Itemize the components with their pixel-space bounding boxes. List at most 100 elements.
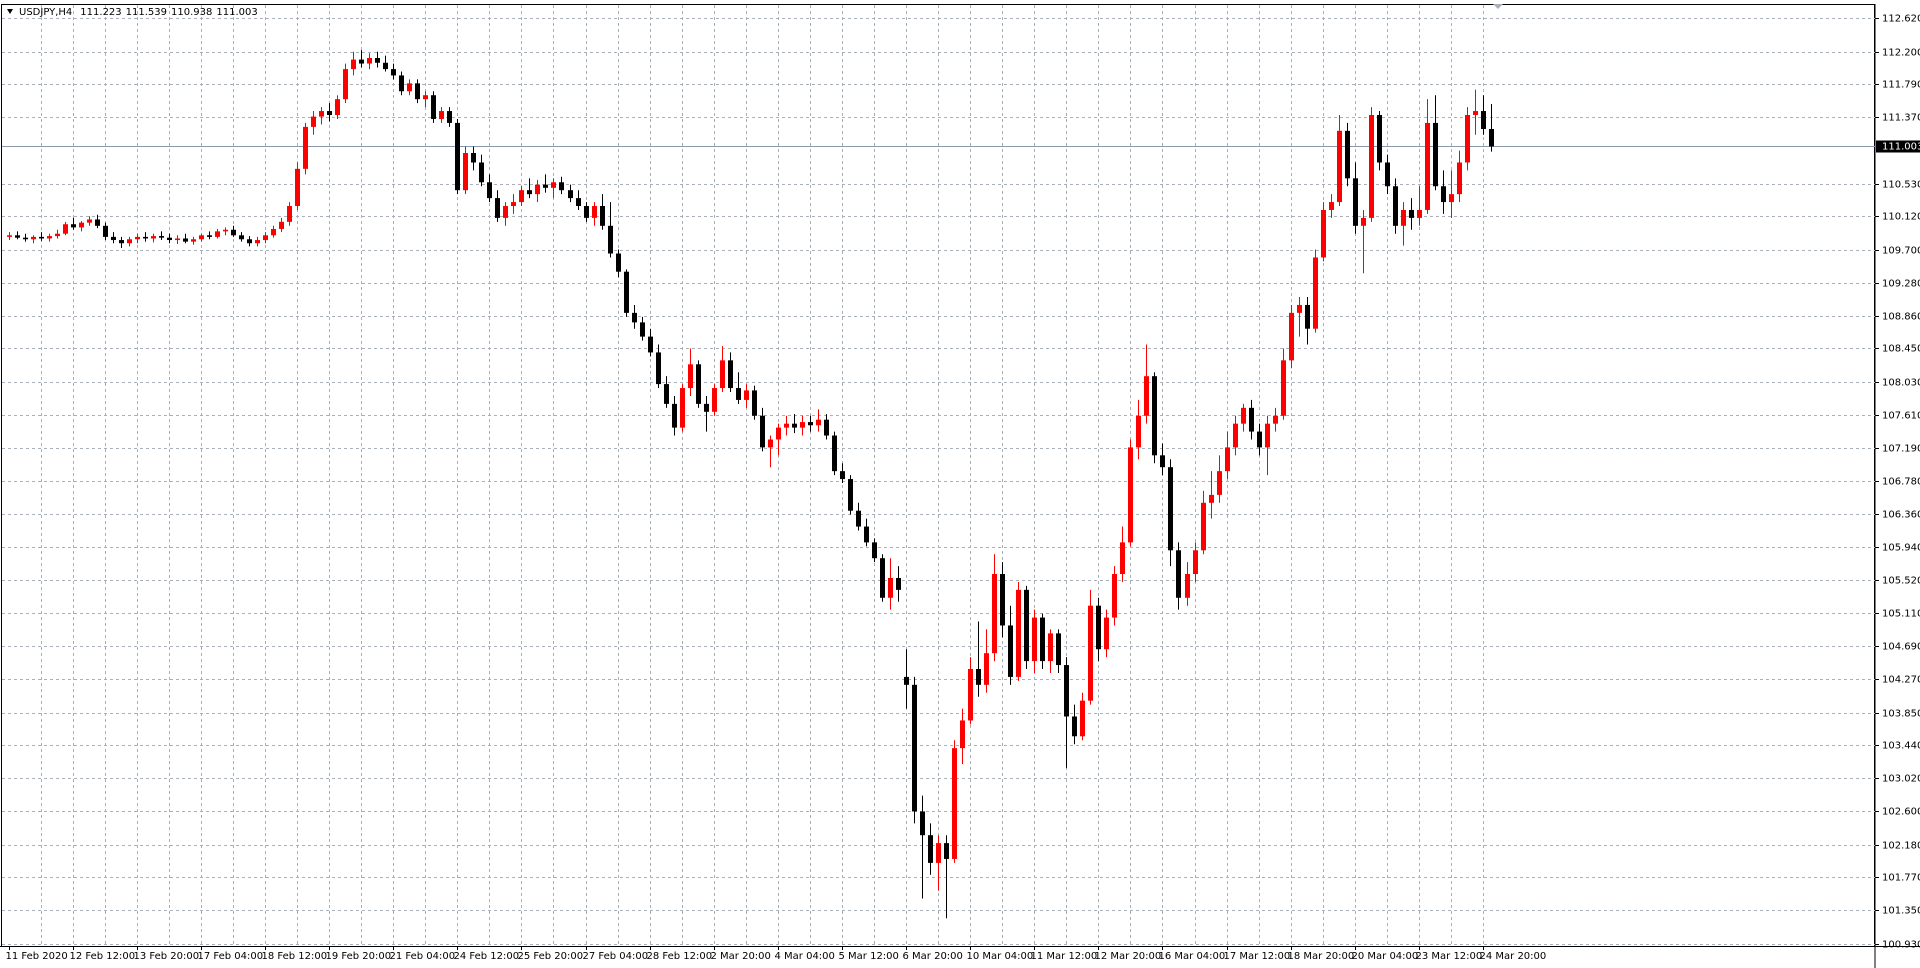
candle-body (896, 577, 901, 590)
y-tick-label: 107.610 (1882, 411, 1920, 422)
candle-body (1433, 122, 1438, 187)
candle-body (1056, 633, 1061, 666)
candle-body (1185, 574, 1190, 598)
candle-body (1289, 312, 1294, 361)
candle-body (848, 479, 853, 511)
candle-body (543, 184, 548, 188)
candle-body (728, 360, 733, 389)
candle-body (463, 152, 468, 191)
candle-body (1088, 605, 1093, 701)
candle-body (608, 225, 613, 254)
candle-body (1257, 431, 1262, 448)
candle-body (792, 423, 797, 428)
candle-body (1361, 217, 1366, 226)
candle-body (311, 116, 316, 127)
candle-body (215, 231, 220, 237)
candle-body (1265, 423, 1270, 448)
candle-body (984, 653, 989, 685)
candle-body (680, 388, 685, 428)
candle-body (511, 202, 516, 207)
candle-body (920, 811, 925, 836)
y-tick-label: 103.850 (1882, 709, 1920, 720)
candle-body (752, 390, 757, 416)
candle-body (1032, 617, 1037, 662)
candle-body (856, 510, 861, 527)
candle-body (159, 236, 164, 238)
x-tick-label: 4 Mar 04:00 (775, 951, 835, 962)
candle-body (1489, 129, 1494, 147)
candle-body (175, 238, 180, 241)
x-tick-label: 11 Feb 2020 (6, 951, 68, 962)
candle-body (295, 168, 300, 207)
candle-body (1417, 209, 1422, 218)
y-tick-label: 102.600 (1882, 807, 1920, 818)
candle-body (1024, 589, 1029, 662)
candle-body (768, 439, 773, 448)
candle-body (704, 403, 709, 412)
candle-body (624, 271, 629, 313)
candle-body (343, 69, 348, 100)
candle-body (952, 748, 957, 859)
menu-arrow[interactable] (7, 9, 13, 14)
x-tick-label: 5 Mar 12:00 (839, 951, 899, 962)
candle-body (808, 422, 813, 426)
candle-body (199, 235, 204, 240)
candle-body (576, 198, 581, 207)
x-tick-label: 28 Feb 12:00 (647, 951, 713, 962)
y-tick-label: 101.350 (1882, 906, 1920, 917)
candle-body (1441, 186, 1446, 203)
candle-body (495, 198, 500, 218)
candle-body (1064, 665, 1069, 717)
candle-body (1249, 407, 1254, 432)
candle-body (888, 577, 893, 598)
candle-body (551, 182, 556, 188)
x-tick-label: 17 Mar 12:00 (1224, 951, 1291, 962)
x-tick-label: 13 Feb 20:00 (134, 951, 200, 962)
x-tick-label: 18 Mar 20:00 (1288, 951, 1355, 962)
y-tick-label: 105.520 (1882, 576, 1920, 587)
shift-marker (1493, 4, 1503, 9)
candle-body (1473, 111, 1478, 116)
x-tick-label: 18 Feb 12:00 (262, 951, 328, 962)
candle-body (1217, 471, 1222, 495)
candle-body (535, 184, 540, 195)
candle-body (447, 111, 452, 123)
candle-body (479, 162, 484, 183)
candle-body (1128, 447, 1133, 543)
candle-body (39, 236, 44, 239)
candle-body (928, 835, 933, 863)
x-tick-label: 6 Mar 20:00 (903, 951, 963, 962)
last-price-box (1876, 140, 1920, 153)
candle-body (319, 111, 324, 117)
x-tick-label: 23 Mar 12:00 (1416, 951, 1483, 962)
candle-body (736, 388, 741, 400)
candle-body (95, 219, 100, 226)
candle-body (1481, 111, 1486, 130)
candle-body (63, 224, 68, 234)
candle-body (367, 58, 372, 64)
candle-body (231, 229, 236, 236)
candle-body (1393, 186, 1398, 226)
candle-body (143, 236, 148, 239)
x-tick-label: 27 Feb 04:00 (583, 951, 649, 962)
candle-body (503, 206, 508, 218)
candle-body (1409, 209, 1414, 218)
candle-body (1096, 605, 1101, 650)
candle-body (423, 95, 428, 100)
candle-body (1305, 304, 1310, 329)
candle-body (840, 471, 845, 480)
candle-body (23, 237, 28, 240)
candle-body (1209, 494, 1214, 503)
candle-body (1120, 542, 1125, 575)
candle-body (1241, 407, 1246, 424)
y-tick-label: 103.020 (1882, 774, 1920, 785)
candle-body (1369, 115, 1374, 218)
y-tick-label: 101.770 (1882, 873, 1920, 884)
candle-body (976, 669, 981, 685)
x-tick-label: 16 Mar 04:00 (1159, 951, 1226, 962)
candle-body (119, 240, 124, 244)
candle-body (800, 422, 805, 428)
candle-body (944, 843, 949, 859)
candle-body (375, 58, 380, 63)
